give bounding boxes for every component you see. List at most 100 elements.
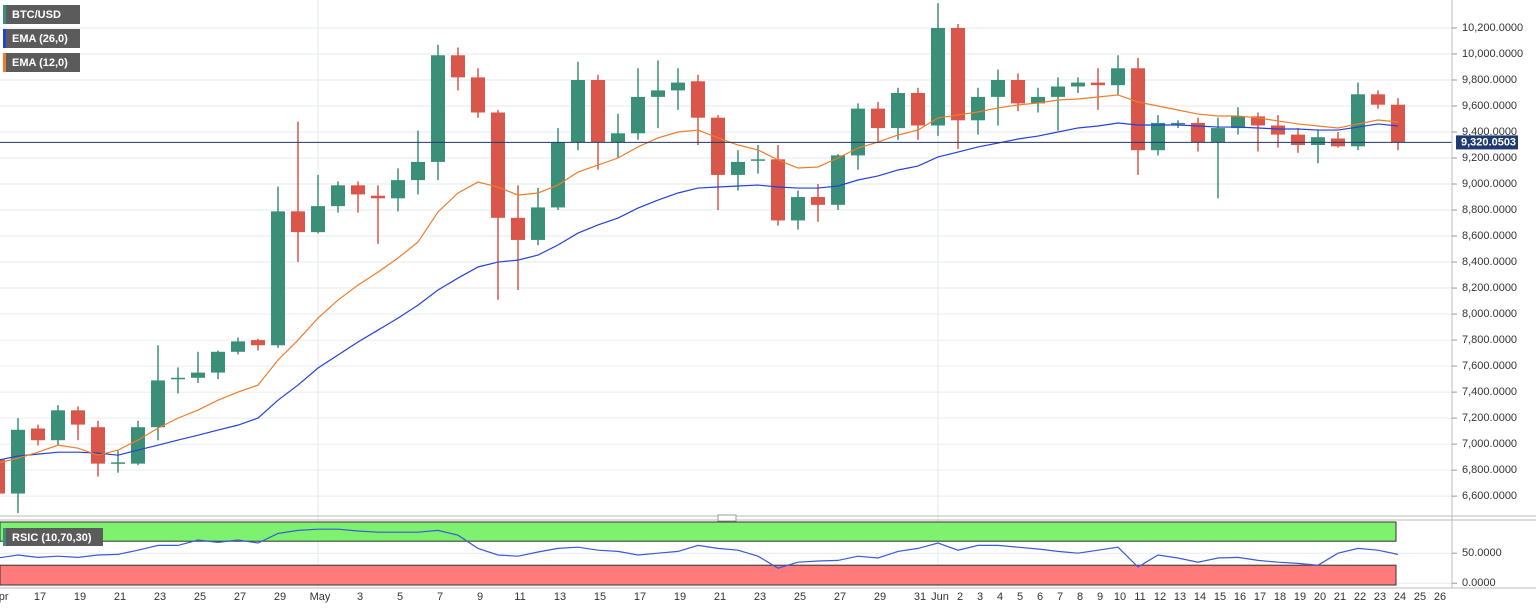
y-tick-label: 9,000.0000: [1462, 178, 1517, 190]
candle-body: [491, 112, 505, 218]
rsi-pane: [0, 521, 1399, 586]
legend-box[interactable]: [3, 5, 80, 24]
x-tick-label: 2: [957, 591, 963, 603]
candle-body: [291, 211, 305, 233]
x-tick-label: 19: [674, 591, 686, 603]
x-tick-label: 7: [1057, 591, 1063, 603]
legend-label: EMA (12,0): [12, 57, 68, 69]
legend-box[interactable]: [3, 528, 103, 546]
x-tick-label: 15: [594, 591, 606, 603]
price-pane: [0, 3, 1452, 514]
candle-body: [1151, 122, 1165, 151]
candle-body: [271, 211, 285, 346]
x-tick-label: 11: [1134, 591, 1145, 603]
x-tick-label: 19: [1294, 591, 1306, 603]
candle-body: [791, 197, 805, 221]
y-tick-label: 50.0000: [1462, 547, 1502, 559]
x-tick-label: 25: [1414, 591, 1426, 603]
y-tick-label: 7,000.0000: [1462, 438, 1517, 450]
y-tick-label: 7,800.0000: [1462, 334, 1517, 346]
legend-swatch: [3, 29, 6, 48]
x-tick-label: 24: [1394, 591, 1406, 603]
x-tick-label: 4: [997, 591, 1003, 603]
candle-body: [391, 180, 405, 199]
legend-label: BTC/USD: [12, 9, 61, 21]
y-tick-label: 8,200.0000: [1462, 282, 1517, 294]
x-tick-label: 6: [1037, 591, 1043, 603]
candle-body: [551, 142, 565, 208]
x-tick-label: 5: [1017, 591, 1023, 603]
legend-box[interactable]: [3, 53, 80, 72]
candle-body: [1111, 68, 1125, 86]
candle-body: [771, 159, 785, 221]
pane-handle[interactable]: [717, 514, 737, 522]
axes: [0, 0, 1536, 589]
candle-body: [651, 90, 665, 97]
candle-body: [1091, 82, 1105, 86]
candle-body: [311, 206, 325, 233]
x-tick-label: 15: [1214, 591, 1226, 603]
x-tick-label: 23: [754, 591, 766, 603]
x-tick-label: 21: [714, 591, 726, 603]
candle-body: [1191, 122, 1205, 143]
candle-body: [1251, 116, 1265, 126]
candle-body: [1171, 122, 1185, 125]
lower-band: [0, 564, 1397, 586]
x-tick-label: 21: [114, 591, 126, 603]
x-tick-label: 25: [794, 591, 806, 603]
candle-body: [191, 372, 205, 378]
price-label: 9,320.0503: [1461, 136, 1516, 148]
candle-body: [611, 133, 625, 143]
legend-label: RSIC (10,70,30): [12, 532, 92, 544]
candle-body: [431, 55, 445, 162]
candle-body: [211, 351, 225, 373]
x-tick-label: 27: [834, 591, 846, 603]
legend-label: EMA (26,0): [12, 33, 68, 45]
x-tick-label: 27: [234, 591, 246, 603]
rsi-line: [0, 528, 1399, 569]
candle-body: [471, 77, 485, 113]
candle-body: [1311, 137, 1325, 146]
candle-body: [411, 161, 425, 181]
candle-body: [351, 185, 365, 195]
legend-swatch: [3, 528, 6, 546]
candle-body: [131, 427, 145, 464]
x-tick-label: 5: [397, 591, 403, 603]
candle-body: [711, 117, 725, 175]
candle-body: [811, 197, 825, 205]
price-label-box: [1456, 135, 1518, 150]
candle-body: [751, 159, 765, 161]
y-tick-label: 7,200.0000: [1462, 412, 1517, 424]
y-tick-label: 9,400.0000: [1462, 126, 1517, 138]
x-tick-label: 18: [1274, 591, 1286, 603]
candle-body: [1371, 94, 1385, 105]
upper-band: [0, 521, 1397, 542]
x-tick-label: 23: [1374, 591, 1386, 603]
y-tick-label: 9,800.0000: [1462, 74, 1517, 86]
candle-body: [111, 462, 125, 464]
y-tick-label: 9,200.0000: [1462, 152, 1517, 164]
candle-body: [971, 96, 985, 121]
x-tick-label: May: [310, 591, 331, 603]
x-tick-label: 23: [154, 591, 166, 603]
x-tick-label: 20: [1314, 591, 1326, 603]
labels: Apr17192123252729May35791113151719212325…: [0, 22, 1523, 603]
ema-line: [0, 122, 1399, 461]
x-tick-label: 8: [1077, 591, 1083, 603]
candle-body: [951, 27, 965, 121]
x-tick-label: 22: [1354, 591, 1366, 603]
x-tick-label: 12: [1154, 591, 1166, 603]
candle-body: [51, 410, 65, 441]
x-tick-label: 26: [1434, 591, 1446, 603]
x-tick-label: 7: [437, 591, 443, 603]
x-tick-label: 17: [634, 591, 646, 603]
candle-body: [531, 207, 545, 240]
x-tick-label: 13: [1174, 591, 1186, 603]
x-tick-label: 17: [34, 591, 46, 603]
candle-body: [851, 108, 865, 156]
legend-box[interactable]: [3, 29, 80, 48]
candle-body: [71, 410, 85, 425]
candle-body: [371, 195, 385, 199]
